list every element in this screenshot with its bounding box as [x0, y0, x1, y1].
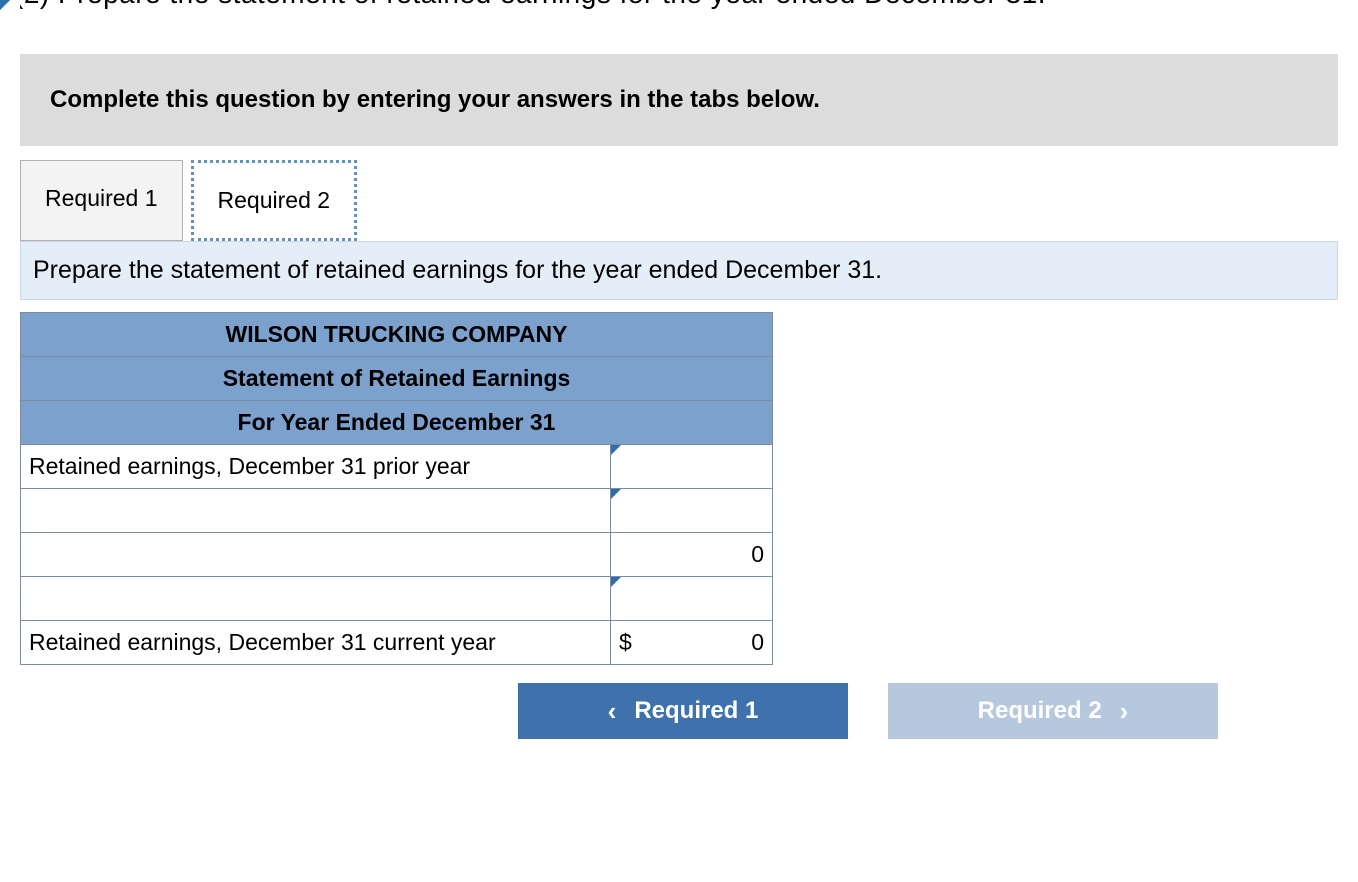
- row-current-year-label: Retained earnings, December 31 current y…: [21, 621, 611, 665]
- chevron-right-icon: ›: [1120, 696, 1129, 727]
- dropdown-indicator-icon: [611, 577, 621, 587]
- instruction-banner: Complete this question by entering your …: [20, 54, 1338, 146]
- dropdown-indicator-icon: [611, 489, 621, 499]
- prev-button[interactable]: ‹ Required 1: [518, 683, 848, 739]
- table-header-period: For Year Ended December 31: [21, 401, 773, 445]
- dropdown-indicator-icon: [611, 445, 621, 455]
- row-4-label-input[interactable]: [21, 577, 611, 621]
- chevron-left-icon: ‹: [608, 696, 617, 727]
- tab-required-1[interactable]: Required 1: [20, 160, 183, 241]
- row-2-label-input[interactable]: [21, 489, 611, 533]
- partial-header-text: (2) Prepare the statement of retained ea…: [20, 0, 1338, 14]
- nav-buttons: ‹ Required 1 Required 2 ›: [518, 683, 1338, 739]
- dropdown-indicator-icon: [0, 0, 10, 10]
- row-3-value: 0: [611, 533, 773, 577]
- next-button[interactable]: Required 2 ›: [888, 683, 1218, 739]
- table-header-company: WILSON TRUCKING COMPANY: [21, 313, 773, 357]
- tabs-container: Required 1 Required 2: [20, 160, 1338, 241]
- row-3-label: [21, 533, 611, 577]
- row-prior-year-label: Retained earnings, December 31 prior yea…: [21, 445, 611, 489]
- retained-earnings-table: WILSON TRUCKING COMPANY Statement of Ret…: [20, 312, 773, 665]
- row-current-year-value: $ 0: [611, 621, 773, 665]
- row-prior-year-value[interactable]: [611, 445, 773, 489]
- question-prompt: Prepare the statement of retained earnin…: [20, 241, 1338, 300]
- table-header-title: Statement of Retained Earnings: [21, 357, 773, 401]
- row-2-value-input[interactable]: [611, 489, 773, 533]
- tab-required-2[interactable]: Required 2: [191, 160, 358, 241]
- row-4-value-input[interactable]: [611, 577, 773, 621]
